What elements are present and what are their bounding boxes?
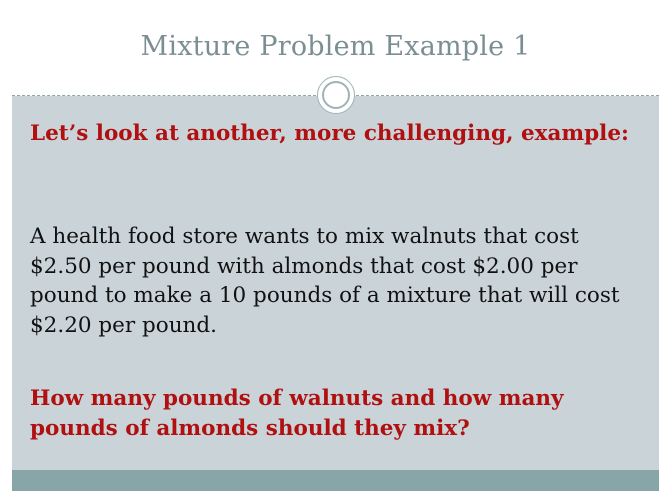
intro-text: Let’s look at another, more challenging,…: [30, 121, 629, 146]
content-area: [12, 96, 659, 470]
title-divider-right: [356, 95, 659, 96]
circle-ornament-icon: [317, 76, 355, 114]
title-divider-left: [12, 95, 316, 96]
bottom-band: [12, 470, 659, 491]
question-text: How many pounds of walnuts and how many …: [30, 386, 564, 441]
problem-text: A health food store wants to mix walnuts…: [30, 224, 620, 338]
slide-title: Mixture Problem Example 1: [140, 31, 531, 62]
inner-circle-icon: [322, 81, 350, 109]
